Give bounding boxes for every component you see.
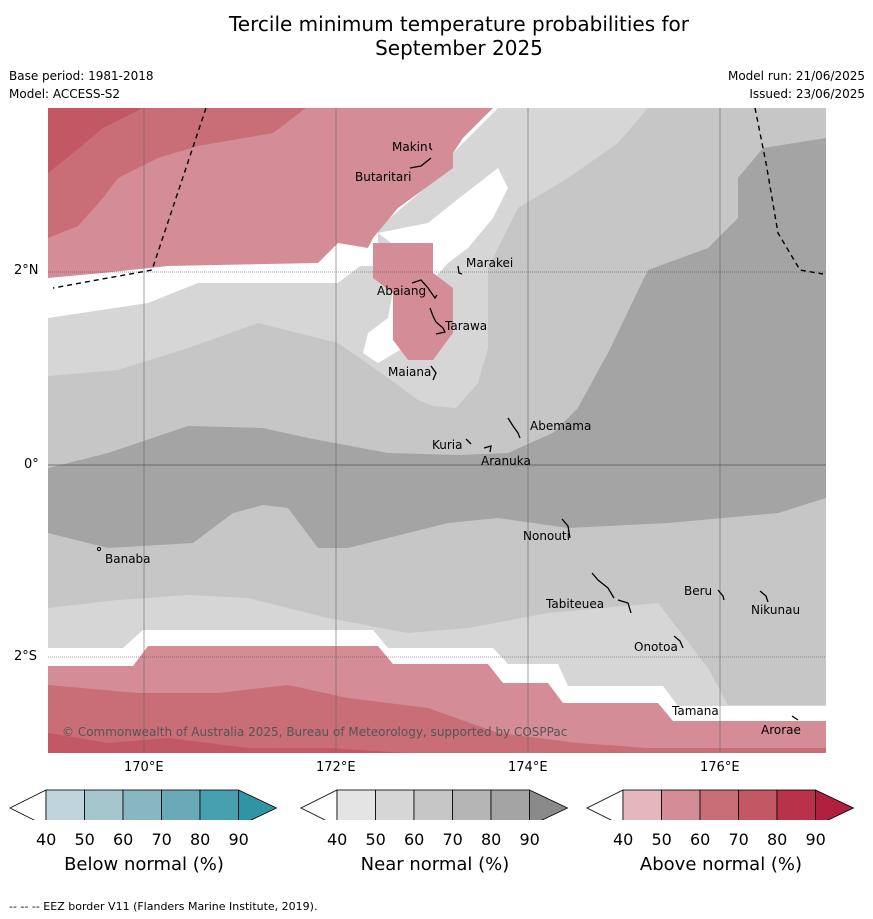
lon-label-176e: 176°E xyxy=(700,760,740,775)
near-normal-60-zone xyxy=(48,108,826,705)
place-label: Nikunau xyxy=(751,603,800,617)
colorbar-under-triangle xyxy=(300,789,338,820)
colorbar-segment xyxy=(84,789,124,820)
colorbar-tick-label: 90 xyxy=(228,830,249,849)
colorbar-title-above: Above normal (%) xyxy=(639,854,803,875)
island-outlines xyxy=(409,143,799,721)
above-normal-60-north xyxy=(48,108,306,238)
lat-label-2s: 2°S xyxy=(14,649,38,664)
colorbar-over-triangle xyxy=(529,789,569,820)
colorbar-tick-label: 50 xyxy=(74,830,95,849)
model-run: Model run: 21/06/2025 xyxy=(727,69,865,83)
colorbar-tick-label: 50 xyxy=(651,830,672,849)
place-label: Marakei xyxy=(466,256,513,270)
colorbar-segment xyxy=(622,789,662,820)
meta-right: Model run: 21/06/2025 Issued: 23/06/2025 xyxy=(728,67,865,103)
colorbar-segments xyxy=(586,789,855,820)
above-normal-60-south xyxy=(48,685,826,753)
colorbar-tick-label: 80 xyxy=(767,830,788,849)
place-label: Makin xyxy=(392,140,428,154)
title-line-1: Tercile minimum temperature probabilitie… xyxy=(228,12,690,36)
place-label: Tabiteuea xyxy=(545,597,604,611)
longitude-gridlines xyxy=(143,108,721,753)
colorbar-under-triangle xyxy=(586,789,624,820)
colorbar-segment xyxy=(738,789,778,820)
colorbar-tick-label: 40 xyxy=(327,830,348,849)
place-label: Abemama xyxy=(530,419,591,433)
meta-left: Base period: 1981-2018 Model: ACCESS-S2 xyxy=(9,67,154,103)
near-normal-70-zone xyxy=(48,138,826,548)
colorbar-tick-label: 70 xyxy=(442,830,463,849)
title-line-2: September 2025 xyxy=(375,36,543,60)
lon-label-170e: 170°E xyxy=(124,760,164,775)
colorbar-below-normal xyxy=(9,789,278,820)
colorbar-under-triangle xyxy=(9,789,47,820)
place-label: Banaba xyxy=(105,552,151,566)
colorbar-tick-label: 40 xyxy=(36,830,57,849)
lon-label-172e: 172°E xyxy=(316,760,356,775)
banaba-island xyxy=(96,546,102,552)
place-label: Tamana xyxy=(671,704,719,718)
colorbar-segment xyxy=(161,789,201,820)
colorbar-tick-label: 40 xyxy=(613,830,634,849)
place-label: Nonouti xyxy=(523,529,570,543)
colorbar-tick-label: 60 xyxy=(690,830,711,849)
colorbar-segment xyxy=(699,789,739,820)
place-label: Onotoa xyxy=(634,640,678,654)
map-panel: Makin Butaritari Marakei Abaiang Tarawa … xyxy=(48,108,826,753)
latitude-gridlines xyxy=(48,271,826,658)
eez-border xyxy=(52,108,824,289)
place-label: Abaiang xyxy=(377,284,426,298)
base-period: Base period: 1981-2018 xyxy=(9,69,154,83)
lat-label-2n: 2°N xyxy=(14,263,39,278)
above-normal-70-south xyxy=(48,733,408,753)
colorbar-segment xyxy=(336,789,376,820)
colorbar-segment xyxy=(122,789,162,820)
colorbar-title-near: Near normal (%) xyxy=(360,854,510,875)
colorbar-segment xyxy=(199,789,239,820)
place-label: Beru xyxy=(684,584,712,598)
colorbar-segment xyxy=(375,789,415,820)
place-label: Arorae xyxy=(761,723,801,737)
colorbar-tick-label: 90 xyxy=(519,830,540,849)
lat-label-equator: 0° xyxy=(24,457,39,472)
colorbar-segment xyxy=(452,789,492,820)
colorbar-tick-label: 80 xyxy=(190,830,211,849)
place-label: Butaritari xyxy=(355,170,412,184)
above-normal-70-north xyxy=(48,108,143,173)
colorbar-tick-label: 60 xyxy=(113,830,134,849)
colorbar-segment xyxy=(661,789,701,820)
colorbar-over-triangle xyxy=(815,789,855,820)
colorbar-above-normal xyxy=(586,789,855,820)
map-title: Tercile minimum temperature probabilitie… xyxy=(0,12,873,60)
eez-border-legend: -- -- -- EEZ border V11 (Flanders Marine… xyxy=(9,900,318,913)
colorbar-segments xyxy=(300,789,569,820)
place-label: Maiana xyxy=(388,365,431,379)
colorbar-title-below: Below normal (%) xyxy=(64,854,224,875)
colorbar-tick-label: 90 xyxy=(805,830,826,849)
colorbar-tick-label: 50 xyxy=(365,830,386,849)
colorbar-segment xyxy=(45,789,85,820)
place-labels: Makin Butaritari Marakei Abaiang Tarawa … xyxy=(105,140,801,737)
copyright-notice: © Commonwealth of Australia 2025, Bureau… xyxy=(62,725,567,739)
colorbar-tick-label: 70 xyxy=(151,830,172,849)
colorbar-segments xyxy=(9,789,278,820)
colorbar-segment xyxy=(490,789,530,820)
colorbar-segment xyxy=(776,789,816,820)
colorbar-tick-label: 60 xyxy=(404,830,425,849)
colorbar-near-normal xyxy=(300,789,569,820)
colorbar-tick-label: 70 xyxy=(728,830,749,849)
place-label: Tarawa xyxy=(444,319,487,333)
place-label: Kuria xyxy=(432,438,463,452)
model-name: Model: ACCESS-S2 xyxy=(9,87,121,101)
lon-label-174e: 174°E xyxy=(508,760,548,775)
colorbar-segment xyxy=(413,789,453,820)
colorbar-over-triangle xyxy=(238,789,278,820)
issued-date: Issued: 23/06/2025 xyxy=(749,87,865,101)
place-label: Aranuka xyxy=(481,454,531,468)
colorbar-tick-label: 80 xyxy=(481,830,502,849)
